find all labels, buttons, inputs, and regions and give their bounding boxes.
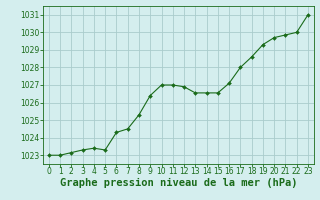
X-axis label: Graphe pression niveau de la mer (hPa): Graphe pression niveau de la mer (hPa) <box>60 178 297 188</box>
